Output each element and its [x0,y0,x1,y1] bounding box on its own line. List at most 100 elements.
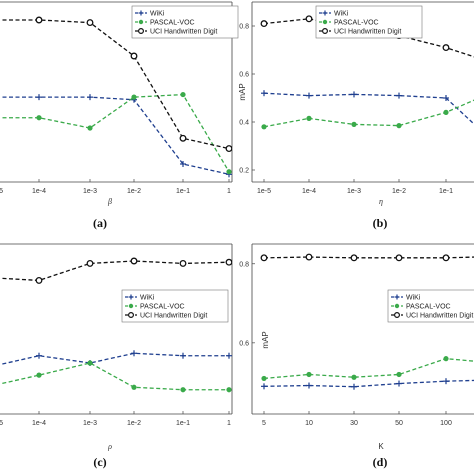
legend-marker [128,303,134,309]
data-point [87,360,93,366]
data-point [442,44,450,52]
legend-label: WiKi [150,11,165,18]
legend-label: UCI Handwritten Digit [334,29,401,36]
x-tick-label: 1e-5 [257,188,271,195]
series-line-2 [0,260,230,282]
data-point [443,109,449,115]
legend-label: WiKi [406,295,421,302]
plot-area [0,257,232,393]
data-point [396,371,402,378]
panel-caption: (a) [93,216,107,230]
data-point [395,254,403,262]
data-point [306,115,312,121]
x-tick-label: 1e-3 [347,188,361,195]
data-point [86,259,94,267]
data-point [443,356,449,362]
x-tick-label: 100 [440,420,452,427]
x-tick-label: 1 [227,188,231,195]
x-tick-label: 30 [350,420,358,427]
panel-caption: (c) [93,455,106,469]
data-point [396,380,402,387]
y-tick-label: 0.6 [239,72,249,79]
legend-box [315,5,423,39]
data-point [130,52,138,60]
legend-label: UCI Handwritten Digit [150,29,217,36]
y-tick-label: 0.6 [239,340,249,347]
y-tick-label: 0.8 [239,261,249,268]
legend-label: PASCAL-VOC [140,304,185,311]
legend-label: WiKi [334,11,349,18]
legend-label: PASCAL-VOC [334,20,379,27]
data-point [225,258,232,266]
legend-marker [322,19,328,25]
data-point [36,115,42,121]
x-tick-label: 50 [395,420,403,427]
legend-marker [128,312,135,319]
data-point [260,254,268,262]
data-point [87,94,93,101]
data-point [130,257,138,265]
series-line-1 [0,362,229,391]
data-point [35,276,43,284]
data-point [131,350,137,357]
data-point [396,92,402,99]
data-point [351,374,357,380]
data-point [306,92,312,99]
legend-marker [322,28,329,35]
data-point [305,253,313,261]
series-line-1 [0,93,230,173]
data-point [261,375,267,382]
legend-label: PASCAL-VOC [406,304,451,311]
x-tick-label: 1e-4 [32,420,46,427]
data-point [180,161,186,167]
data-point [306,382,312,389]
legend-box [121,289,229,323]
x-tick-label: 1e-4 [32,188,46,195]
series-line-0 [0,96,230,175]
legend: WiKi PASCAL-VOC UCI Handwritten Digit [315,5,423,39]
chart-panel-c: 1e-5 1e-4 1e-3 1e-2 1e-1 1 ρ(c) WiKi PASCAL-VOC U… [0,243,233,469]
legend: WiKi PASCAL-VOC UCI Handwritten Digit [121,289,229,323]
y-tick-label: 0.2 [239,168,249,175]
legend-marker [394,303,400,309]
data-point [306,371,312,378]
data-point [443,95,449,101]
data-point [351,121,357,127]
data-point [396,123,402,129]
x-tick-label: 1e-5 [0,188,3,195]
y-tick-label: 0.4 [239,120,249,127]
data-point [36,352,42,359]
y-axis-label: mAP [238,83,247,100]
x-tick-label: 1e-1 [439,188,453,195]
series-line-1 [263,99,474,128]
x-tick-label: 1e-1 [176,188,190,195]
x-axis-label: η [379,197,383,206]
legend-marker [138,28,145,35]
data-point [179,134,187,142]
x-tick-label: 1e-5 [0,420,3,427]
legend-marker [394,312,401,319]
data-point [36,372,42,378]
x-tick-label: 1e-3 [83,188,97,195]
data-point [351,383,357,390]
legend-label: PASCAL-VOC [150,20,195,27]
x-axis-label: K [378,442,384,451]
data-point [226,387,232,393]
data-point [260,20,268,28]
data-point [225,145,232,153]
data-point [350,254,358,262]
x-tick-label: 10 [305,420,313,427]
data-point [226,169,232,175]
y-tick-label: 0.8 [239,24,249,31]
panel-caption: (b) [373,216,388,230]
data-point [86,19,94,27]
chart-panel-d: 51030501002000.60.8KmAP(d)WiKiPASCAL-VOC… [239,243,474,469]
legend-label: UCI Handwritten Digit [406,313,473,320]
panel-caption: (d) [373,455,388,469]
data-point [305,15,313,23]
series-line-0 [263,92,474,125]
chart-panel-a: 1e-5 1e-4 1e-3 1e-2 1e-1 1 β (a) WiKi PASCAL-VOC U… [0,1,239,230]
data-point [226,352,232,359]
data-point [131,94,137,100]
